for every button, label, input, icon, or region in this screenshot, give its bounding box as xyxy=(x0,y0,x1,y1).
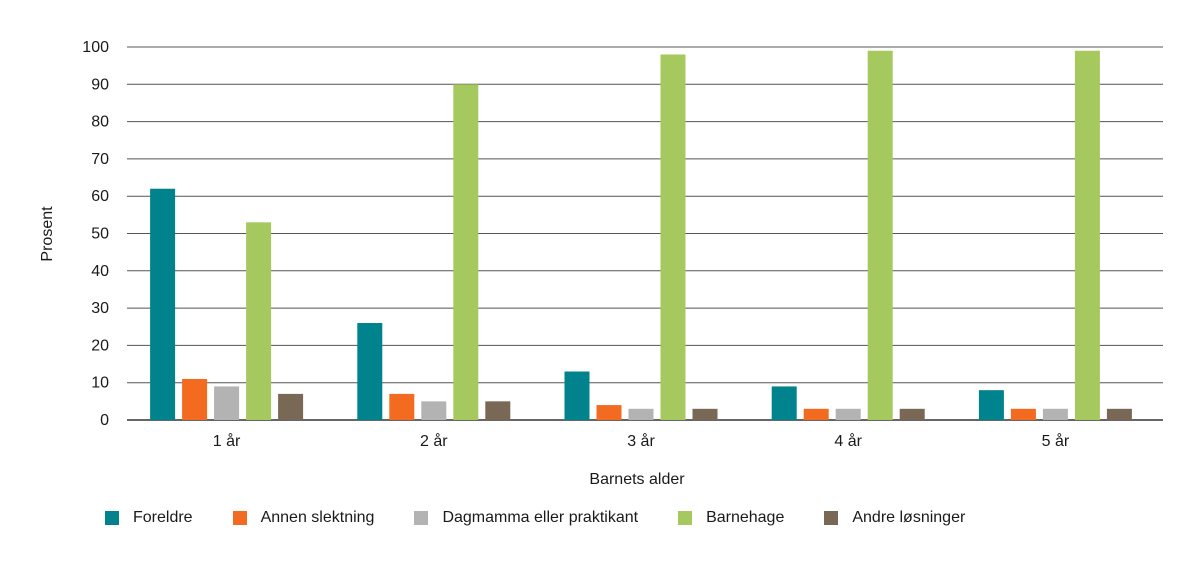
legend-label: Annen slektning xyxy=(260,509,375,526)
bar-foreldre xyxy=(771,386,797,420)
y-tick-label: 70 xyxy=(91,151,109,168)
x-axis-title: Barnets alder xyxy=(589,471,685,488)
y-tick-label: 50 xyxy=(91,226,109,243)
bar-foreldre xyxy=(357,323,383,420)
legend-label: Andre løsninger xyxy=(852,509,966,526)
x-tick-label: 2 år xyxy=(420,432,448,450)
bar-barnehage xyxy=(867,50,893,420)
legend-item: Dagmamma eller praktikant xyxy=(414,509,638,527)
legend-label: Foreldre xyxy=(133,509,193,526)
bar-barnehage xyxy=(246,222,272,420)
bar-foreldre xyxy=(150,188,176,420)
bar-andre-løsninger xyxy=(485,401,511,420)
bar-foreldre xyxy=(978,390,1004,420)
y-axis-title: Prosent xyxy=(39,206,56,262)
bar-annen-slektning xyxy=(1010,408,1036,420)
y-tick-label: 40 xyxy=(91,263,109,280)
bar-andre-løsninger xyxy=(692,408,718,420)
legend-label: Barnehage xyxy=(706,509,785,526)
legend: Foreldre Annen slektning Dagmamma eller pr… xyxy=(105,509,1005,527)
bar-dagmamma-eller-praktikant xyxy=(1042,408,1068,420)
bar-andre-løsninger xyxy=(1106,408,1132,420)
legend-swatch-icon xyxy=(232,511,247,525)
legend-item: Annen slektning xyxy=(232,509,375,527)
bar-barnehage xyxy=(660,54,686,421)
legend-item: Foreldre xyxy=(105,509,193,527)
y-tick-label: 10 xyxy=(91,375,109,392)
x-axis-ticks: 1 år 2 år 3 år 4 år 5 år xyxy=(213,432,1070,450)
legend-item: Andre løsninger xyxy=(824,509,965,527)
x-tick-label: 1 år xyxy=(213,432,241,450)
legend-item: Barnehage xyxy=(678,509,784,527)
x-tick-label: 3 år xyxy=(627,432,655,450)
bar-dagmamma-eller-praktikant xyxy=(835,408,861,420)
legend-label: Dagmamma eller praktikant xyxy=(442,509,639,526)
bar-andre-løsninger xyxy=(899,408,925,420)
legend-swatch-icon xyxy=(414,511,429,525)
y-tick-label: 60 xyxy=(91,188,109,205)
x-tick-label: 4 år xyxy=(834,432,862,450)
bars xyxy=(150,50,1132,421)
y-tick-label: 100 xyxy=(82,39,109,56)
x-tick-label: 5 år xyxy=(1042,432,1070,450)
legend-swatch-icon xyxy=(678,511,693,525)
y-tick-label: 0 xyxy=(100,412,109,429)
bar-annen-slektning xyxy=(803,408,829,420)
y-tick-label: 30 xyxy=(91,300,109,317)
bar-andre-løsninger xyxy=(278,393,304,420)
bar-annen-slektning xyxy=(182,378,208,420)
bar-dagmamma-eller-praktikant xyxy=(421,401,447,420)
bar-dagmamma-eller-praktikant xyxy=(628,408,654,420)
bar-dagmamma-eller-praktikant xyxy=(214,386,240,420)
legend-swatch-icon xyxy=(105,511,119,525)
y-tick-label: 80 xyxy=(91,114,109,131)
y-tick-label: 20 xyxy=(91,337,109,354)
bar-foreldre xyxy=(564,371,590,420)
y-axis-ticks: 0 10 20 30 40 50 60 70 80 90 100 xyxy=(82,39,109,429)
legend-swatch-icon xyxy=(824,511,839,525)
bar-annen-slektning xyxy=(389,393,415,420)
bar-barnehage xyxy=(453,84,479,421)
bar-barnehage xyxy=(1074,50,1100,420)
bar-annen-slektning xyxy=(596,405,622,420)
gridlines xyxy=(127,46,1163,421)
y-tick-label: 90 xyxy=(91,76,109,93)
